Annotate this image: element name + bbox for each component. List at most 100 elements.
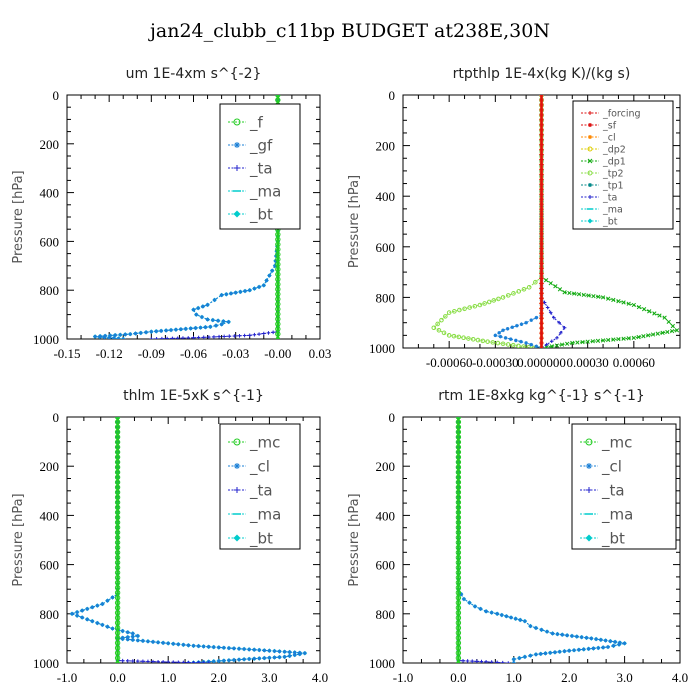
data-point — [252, 656, 257, 661]
data-point — [670, 323, 675, 329]
data-point — [238, 290, 243, 294]
data-point — [161, 660, 165, 663]
legend-marker — [588, 135, 592, 139]
data-point — [575, 634, 579, 639]
data-point — [123, 332, 128, 337]
data-point — [267, 273, 272, 278]
data-point — [553, 284, 558, 289]
data-point — [576, 292, 582, 297]
data-point — [539, 152, 544, 157]
y-tick-label: 600 — [40, 558, 60, 573]
y-tick-label: 800 — [40, 607, 60, 622]
data-point — [544, 342, 549, 347]
data-point — [181, 660, 186, 663]
data-point — [270, 268, 275, 273]
legend-label: _forcing — [602, 108, 641, 119]
data-point — [534, 315, 539, 320]
data-point — [548, 310, 553, 315]
y-tick-label: 600 — [376, 240, 396, 255]
data-point — [567, 290, 572, 296]
data-point — [114, 509, 121, 516]
data-point — [552, 315, 556, 320]
data-point — [95, 621, 100, 625]
data-point — [539, 112, 544, 118]
data-point — [666, 319, 671, 325]
data-point — [257, 332, 261, 336]
data-point — [539, 122, 544, 127]
data-point — [275, 291, 281, 297]
data-point — [222, 645, 226, 650]
y-tick-label: 0 — [53, 88, 60, 103]
data-point — [75, 613, 79, 618]
data-point — [115, 660, 120, 663]
legend-box — [219, 103, 301, 230]
data-point — [114, 590, 121, 596]
data-point — [125, 635, 130, 639]
data-point — [114, 434, 121, 440]
data-point — [493, 333, 498, 338]
legend-label: _ma — [249, 505, 281, 524]
panel-1: um 1E-4xm s^{-2} Pressure [hPa] 0 200 400 600… — [11, 66, 331, 361]
x-tick-label: 4.0 — [672, 670, 688, 685]
data-point — [247, 647, 251, 652]
data-point — [114, 449, 121, 455]
data-point — [539, 276, 544, 281]
data-point — [631, 302, 636, 308]
data-point — [186, 660, 191, 663]
legend-marker — [588, 195, 592, 199]
data-point — [114, 514, 121, 521]
legend-label: _ma — [601, 505, 633, 524]
data-point — [603, 638, 608, 643]
data-point — [490, 340, 496, 345]
data-point — [138, 331, 143, 335]
y-tick-label: 200 — [376, 139, 396, 154]
data-point — [528, 653, 533, 658]
legend-marker — [587, 158, 593, 164]
data-point — [472, 303, 478, 309]
y-tick-label: 400 — [40, 186, 60, 201]
data-point — [626, 336, 631, 341]
data-point — [543, 651, 548, 656]
data-point — [539, 162, 544, 167]
data-point — [557, 287, 563, 292]
data-point — [110, 626, 115, 631]
data-point — [441, 330, 447, 336]
data-point — [275, 266, 281, 272]
data-point — [114, 635, 121, 641]
data-point — [470, 659, 475, 663]
data-point — [539, 172, 544, 177]
data-point — [539, 167, 544, 172]
data-point — [114, 417, 121, 420]
data-point — [114, 474, 121, 480]
data-point — [505, 326, 510, 331]
panel-title: um 1E-4xm s^{-2} — [126, 66, 262, 82]
data-point — [125, 630, 130, 635]
data-point — [636, 334, 641, 340]
data-point — [606, 296, 611, 301]
x-tick-label: -0.06 — [180, 346, 208, 361]
data-point — [164, 328, 168, 333]
series-group — [431, 95, 680, 348]
data-point — [539, 196, 544, 202]
data-point — [611, 643, 616, 648]
data-point — [549, 344, 554, 348]
data-point — [523, 655, 527, 659]
legend-marker — [234, 487, 240, 493]
data-point — [261, 331, 266, 336]
data-point — [159, 329, 163, 333]
y-tick-label: 1000 — [369, 656, 395, 671]
data-point — [500, 341, 506, 347]
data-point — [539, 137, 544, 142]
data-point — [523, 619, 527, 623]
data-point — [201, 661, 206, 663]
data-point — [517, 656, 522, 660]
legend-box — [572, 100, 674, 230]
data-point — [171, 660, 176, 663]
data-point — [538, 652, 543, 656]
data-point — [548, 281, 553, 286]
data-point — [206, 661, 211, 663]
data-point — [130, 659, 135, 663]
legend-marker — [233, 210, 241, 218]
data-point — [186, 643, 191, 648]
data-point — [206, 644, 211, 649]
